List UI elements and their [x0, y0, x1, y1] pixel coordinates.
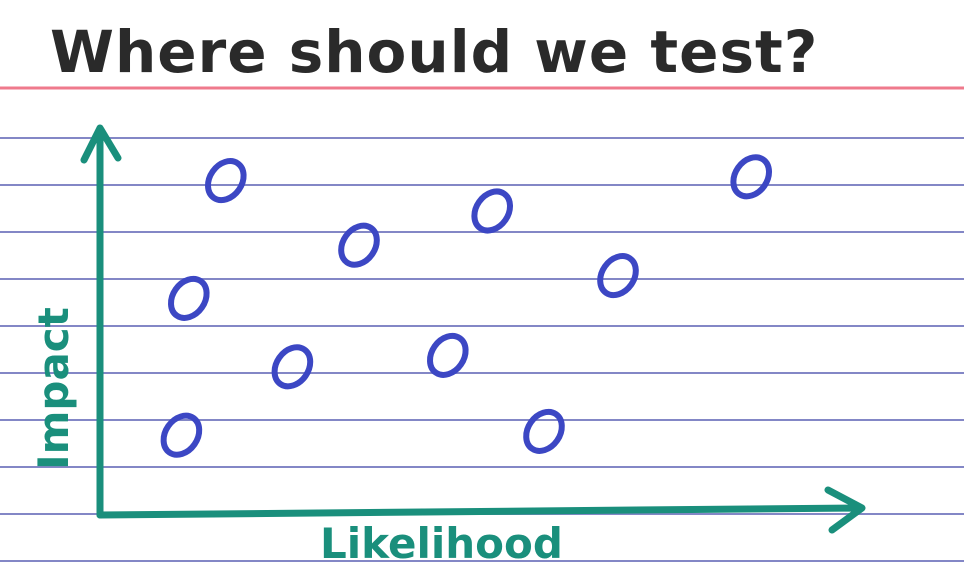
y-axis-arrow	[80, 124, 122, 519]
data-point	[160, 412, 203, 458]
y-axis-label: Impact	[29, 307, 78, 470]
data-point	[338, 222, 380, 268]
data-point	[597, 253, 639, 299]
chart-title: Where should we test?	[50, 18, 818, 86]
x-axis-arrow	[96, 486, 866, 534]
data-point	[167, 275, 210, 321]
x-axis-label: Likelihood	[320, 519, 563, 568]
data-point	[471, 188, 514, 234]
axes	[80, 124, 866, 534]
data-point	[523, 408, 565, 454]
data-point	[426, 332, 469, 378]
data-point	[271, 344, 314, 390]
data-point	[204, 158, 247, 204]
scatter-points	[160, 154, 773, 458]
data-point	[730, 154, 773, 200]
